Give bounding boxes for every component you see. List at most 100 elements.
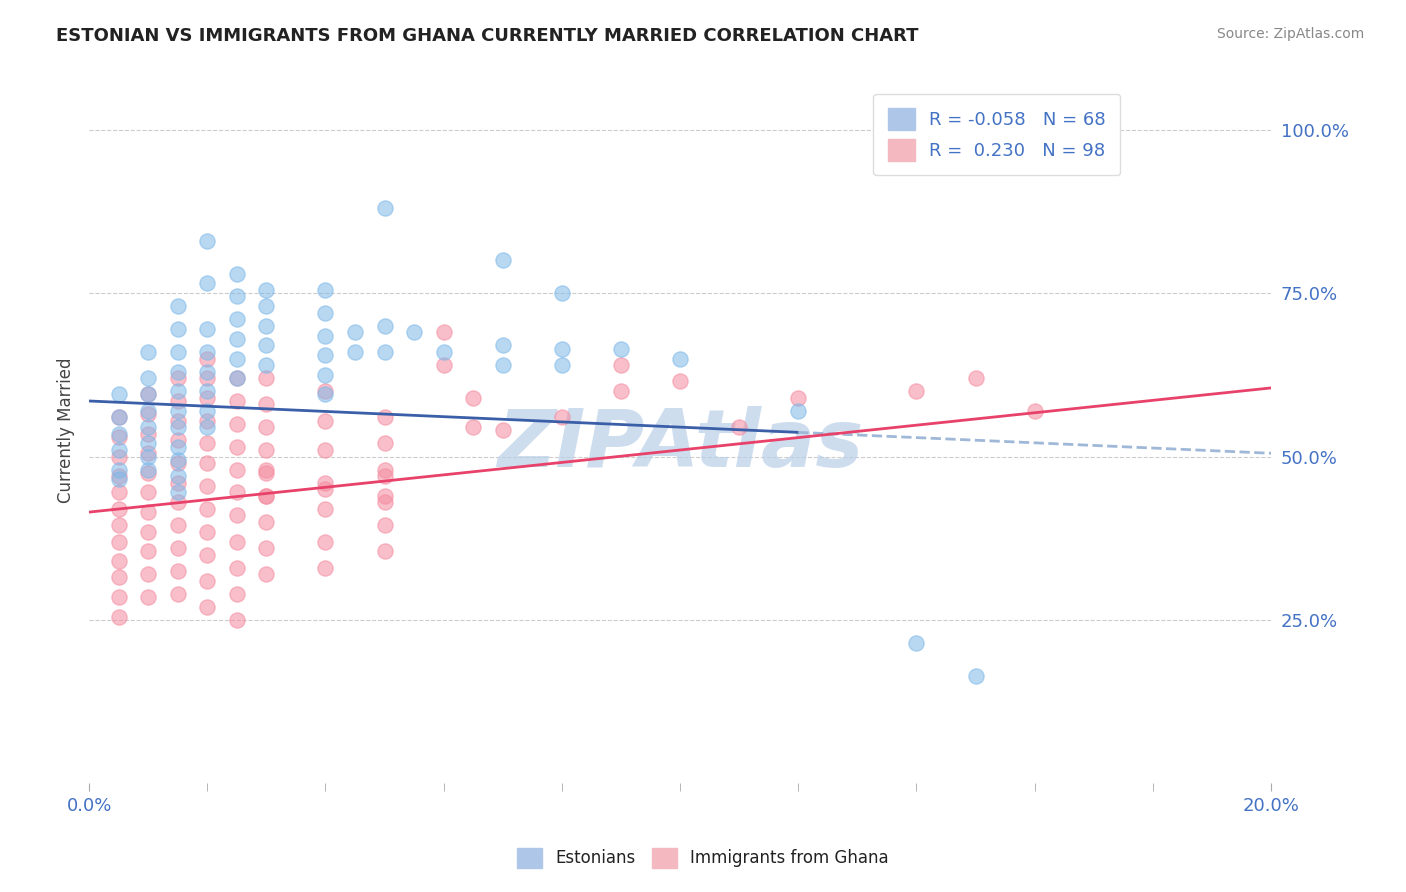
Text: Source: ZipAtlas.com: Source: ZipAtlas.com (1216, 27, 1364, 41)
Point (166, 384, 188, 399)
Point (374, 518, 396, 533)
Point (344, 345, 367, 359)
Point (166, 365, 188, 379)
Point (551, 286, 574, 301)
Point (254, 489, 277, 503)
Point (314, 384, 336, 399)
Point (433, 345, 456, 359)
Point (254, 299, 277, 313)
Point (136, 420, 159, 434)
Point (195, 371, 218, 385)
Point (374, 544, 396, 558)
Point (195, 414, 218, 428)
Point (374, 469, 396, 483)
Point (404, 326, 426, 340)
Point (225, 440, 247, 454)
Point (254, 420, 277, 434)
Point (195, 234, 218, 248)
Point (107, 518, 129, 533)
Point (107, 554, 129, 568)
Point (254, 338, 277, 352)
Point (107, 570, 129, 584)
Point (195, 391, 218, 405)
Point (254, 567, 277, 582)
Point (166, 440, 188, 454)
Point (166, 371, 188, 385)
Point (374, 201, 396, 215)
Point (254, 489, 277, 503)
Point (492, 253, 515, 268)
Point (166, 456, 188, 470)
Point (225, 312, 247, 326)
Point (225, 613, 247, 627)
Text: ESTONIAN VS IMMIGRANTS FROM GHANA CURRENTLY MARRIED CORRELATION CHART: ESTONIAN VS IMMIGRANTS FROM GHANA CURREN… (56, 27, 918, 45)
Point (669, 375, 692, 389)
Point (195, 524, 218, 539)
Point (728, 420, 751, 434)
Point (314, 482, 336, 496)
Point (314, 348, 336, 362)
Point (195, 365, 218, 379)
Point (107, 387, 129, 401)
Point (225, 332, 247, 346)
Point (225, 289, 247, 303)
Point (136, 505, 159, 519)
Point (107, 442, 129, 457)
Point (551, 342, 574, 356)
Point (195, 436, 218, 450)
Point (107, 462, 129, 476)
Point (107, 472, 129, 486)
Point (166, 541, 188, 555)
Point (107, 534, 129, 549)
Point (195, 322, 218, 336)
Point (136, 450, 159, 464)
Point (463, 391, 485, 405)
Point (314, 306, 336, 320)
Point (610, 384, 633, 399)
Point (107, 590, 129, 604)
Point (107, 410, 129, 425)
Point (433, 326, 456, 340)
Point (166, 452, 188, 467)
Point (787, 404, 810, 418)
Point (107, 450, 129, 464)
Point (551, 410, 574, 425)
Point (314, 283, 336, 297)
Point (787, 391, 810, 405)
Point (195, 277, 218, 291)
Point (107, 501, 129, 516)
Point (905, 384, 928, 399)
Point (107, 426, 129, 441)
Point (107, 609, 129, 624)
Point (254, 371, 277, 385)
Point (965, 668, 987, 682)
Point (166, 299, 188, 313)
Point (136, 404, 159, 418)
Point (195, 548, 218, 562)
Point (136, 407, 159, 421)
Point (225, 371, 247, 385)
Point (166, 587, 188, 601)
Point (314, 414, 336, 428)
Point (314, 328, 336, 343)
Point (374, 436, 396, 450)
Point (107, 430, 129, 444)
Point (254, 462, 277, 476)
Point (254, 466, 277, 480)
Point (225, 417, 247, 431)
Point (166, 394, 188, 409)
Point (374, 410, 396, 425)
Point (433, 358, 456, 372)
Point (195, 404, 218, 418)
Point (254, 442, 277, 457)
Point (492, 338, 515, 352)
Point (136, 524, 159, 539)
Point (136, 371, 159, 385)
Point (1024, 404, 1046, 418)
Point (314, 534, 336, 549)
Point (314, 501, 336, 516)
Point (225, 351, 247, 366)
Legend: Estonians, Immigrants from Ghana: Estonians, Immigrants from Ghana (510, 841, 896, 875)
Point (195, 384, 218, 399)
Point (195, 420, 218, 434)
